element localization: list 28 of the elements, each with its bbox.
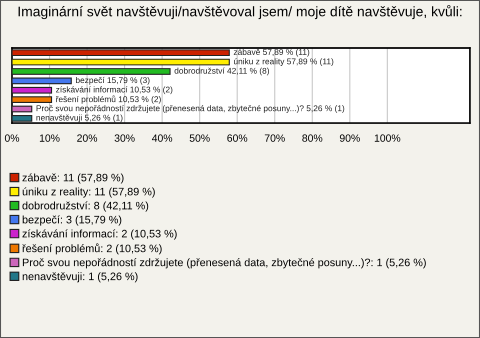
legend-label: bezpečí: 3 (15,79 %): [22, 215, 122, 226]
legend-label: Proč svou nepořádností zdržujete (přenesená data, zbytečné posuny...)?: 1 (5,26 %): [22, 258, 426, 268]
data-label: zábavě 57,89 % (11): [234, 48, 310, 57]
x-tick-label: 0%: [4, 134, 20, 142]
x-tick-label: 100%: [374, 134, 400, 142]
data-label: řešení problémů 10,53 % (2): [56, 95, 161, 104]
x-tick-label: 70%: [264, 134, 285, 142]
data-label: nenavštěvuji 5,26 % (1): [36, 114, 122, 122]
data-label: bezpečí 15,79 % (3): [76, 76, 150, 85]
data-label: úniku z reality 57,89 % (11): [234, 58, 334, 66]
legend-label: dobrodružství: 8 (42,11 %): [22, 201, 148, 212]
data-label: dobrodružství 42,11 % (8): [174, 68, 269, 76]
chart-title: Imaginární svět navštěvuji/navštěvoval jsem/ moje dítě navštěvuje, kvůli:: [18, 5, 462, 20]
legend-label: úniku z reality: 11 (57,89 %): [22, 187, 155, 198]
x-tick-label: 30%: [114, 134, 135, 142]
x-tick-label: 80%: [302, 134, 322, 142]
x-tick-label: 40%: [152, 134, 172, 142]
data-label: Proč svou nepořádností zdržujete (přenesená data, zbytečné posuny...)? 5,26 % (1): [36, 105, 344, 113]
x-tick-label: 10%: [40, 134, 60, 142]
legend-label: zábavě: 11 (57,89 %): [22, 173, 124, 184]
x-tick-label: 20%: [77, 134, 98, 142]
legend-label: získávání informací: 2 (10,53 %): [22, 229, 177, 240]
legend-label: řešení problémů: 2 (10,53 %): [22, 243, 162, 254]
x-tick-label: 90%: [340, 134, 360, 142]
legend-label: nenavštěvuji: 1 (5,26 %): [22, 272, 138, 282]
data-label: získávání informací 10,53 % (2): [56, 86, 172, 94]
x-tick-label: 50%: [190, 134, 210, 142]
x-tick-label: 60%: [227, 134, 248, 142]
